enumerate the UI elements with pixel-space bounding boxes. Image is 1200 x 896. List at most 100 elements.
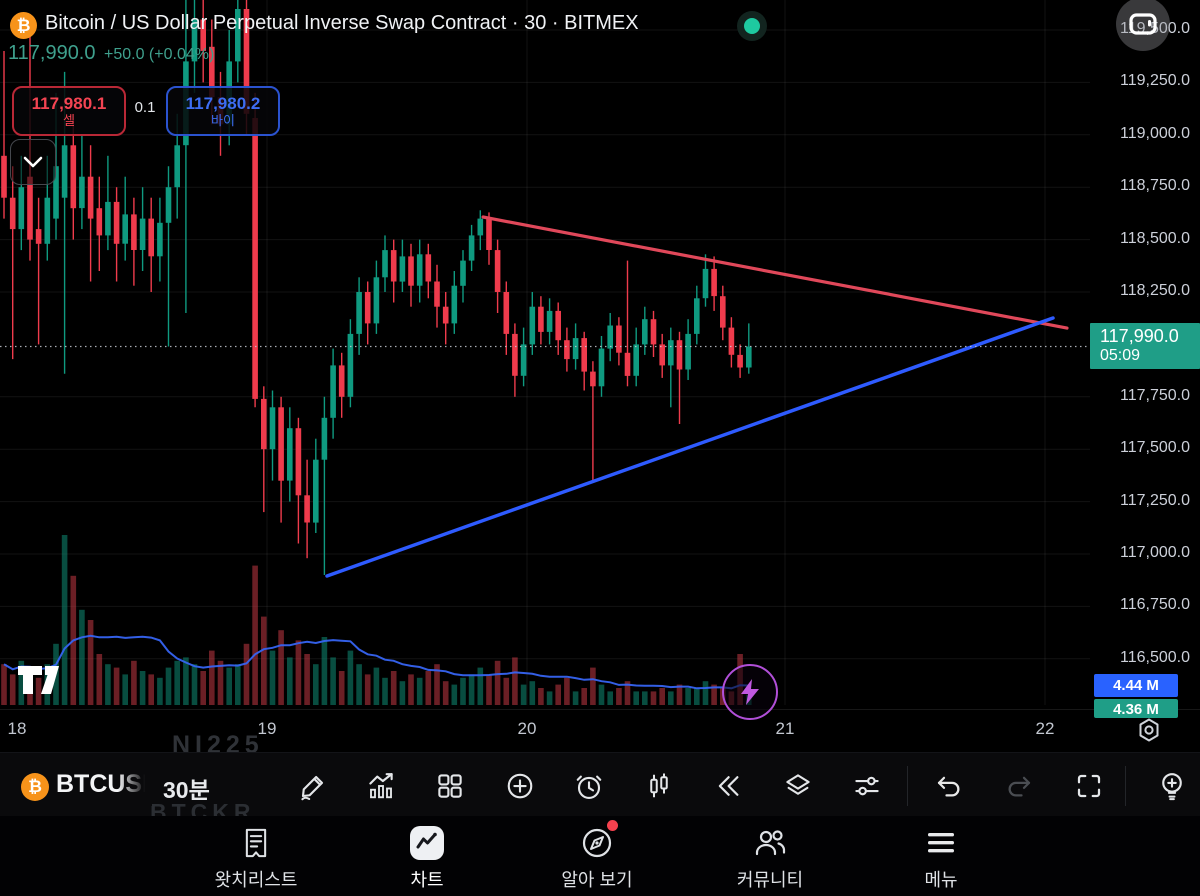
layout-grid-button[interactable] [432,768,468,804]
candle [702,268,709,299]
candle [87,176,94,219]
volume-bar [295,640,302,705]
publish-idea-button[interactable] [1154,768,1190,804]
candle [590,371,596,387]
time-axis-label: 21 [775,719,795,738]
toolbar-divider [1125,766,1126,806]
candle [261,398,267,450]
volume-bar [416,677,423,705]
volume-bar [148,674,154,705]
candle [564,340,570,360]
volume-bar [191,664,198,705]
objects-tree-button[interactable] [780,768,816,804]
nav-item-watchlist[interactable]: 왓치리스트 [186,822,326,892]
volume-ma-line [3,634,749,690]
buy-button[interactable]: 117,980.2 바이 [166,86,280,136]
volume-bar [408,674,414,705]
draw-tool-button[interactable] [295,768,331,804]
chart-settings-button[interactable] [1136,717,1162,743]
volume-bar [139,671,146,705]
price-axis-label: 117,000.0 [1120,544,1190,561]
community-icon [755,830,786,856]
volume-bar [468,674,475,705]
sliders-icon [855,776,879,796]
candle [269,407,276,450]
interval-button[interactable]: 30분 [163,777,210,803]
redo-button[interactable] [1001,768,1037,804]
volume-bar [373,667,380,705]
add-button[interactable] [502,768,538,804]
nav-item-menu[interactable]: 메뉴 [871,822,1011,892]
watchlist-icon [245,828,267,858]
candle [139,218,146,250]
chart-properties-button[interactable] [849,768,885,804]
symbol-title[interactable]: Bitcoin / US Dollar Perpetual Inverse Sw… [45,12,639,34]
candle [295,428,302,496]
volume-bar [364,674,371,705]
nav-label: 메뉴 [924,870,958,890]
volume-bar [659,688,665,705]
collapse-panel-button[interactable] [10,139,56,185]
price-axis-label: 117,750.0 [1120,386,1190,404]
volume-bar [512,657,518,705]
nav-item-chart[interactable]: 차트 [357,822,497,892]
sell-button[interactable]: 117,980.1 셀 [12,86,126,136]
nav-item-community[interactable]: 커뮤니티 [700,822,840,892]
candlestick-chart[interactable] [0,0,1200,756]
volume-bar [538,688,544,705]
candle [9,197,16,230]
candle [650,319,657,345]
volume-bar [581,688,587,705]
candle [442,306,449,324]
candle [165,187,172,223]
volume-bar [520,684,527,705]
indicators-button[interactable] [363,768,399,804]
instant-order-button[interactable] [722,664,778,720]
nav-item-discover[interactable]: 알아 보기 [527,820,667,892]
symbol-logo-icon: ₿ [21,773,49,801]
candle [122,214,128,244]
candle [347,333,354,397]
volume-bar [217,660,224,705]
chart-type-button[interactable] [641,768,677,804]
alert-button[interactable] [571,768,607,804]
candle [746,346,752,368]
nav-label: 커뮤니티 [736,870,804,890]
volume-bar [35,677,42,705]
candle [191,19,198,62]
candle [35,229,42,244]
undo-button[interactable] [931,768,967,804]
plus-circle-icon [507,773,533,799]
last-price-badge[interactable]: 117,990.0 05:09 [1090,323,1200,369]
price-axis-label: 118,500.0 [1120,229,1190,247]
volume-bar [460,677,466,705]
volume-bar [590,667,596,705]
bitcoin-logo-icon: ₿ [10,12,37,39]
volume-bar [287,657,293,705]
candle [61,145,68,198]
volume-bar [226,667,232,705]
rewind-icon [718,776,739,796]
volume-bar [87,620,94,705]
last-price-value: 117,990.0 [1100,326,1179,346]
candle [546,310,553,332]
fullscreen-button[interactable] [1071,768,1107,804]
volume-bar [200,671,206,705]
candle-countdown: 05:09 [1100,347,1141,364]
candle [624,352,631,376]
volume-bar [209,650,215,705]
volume-bar [425,671,432,705]
volume-bar [157,677,163,705]
undo-icon [937,776,960,797]
candle [96,208,103,236]
volume-bar [477,667,484,705]
candle [416,254,423,286]
candle [633,344,639,376]
volume-bar [338,671,345,705]
snapshot-button[interactable] [1116,0,1170,51]
candle [616,325,622,353]
candle [1,155,7,198]
candle [200,19,206,51]
replay-button[interactable] [710,768,746,804]
time-axis-label: 19 [257,719,277,738]
